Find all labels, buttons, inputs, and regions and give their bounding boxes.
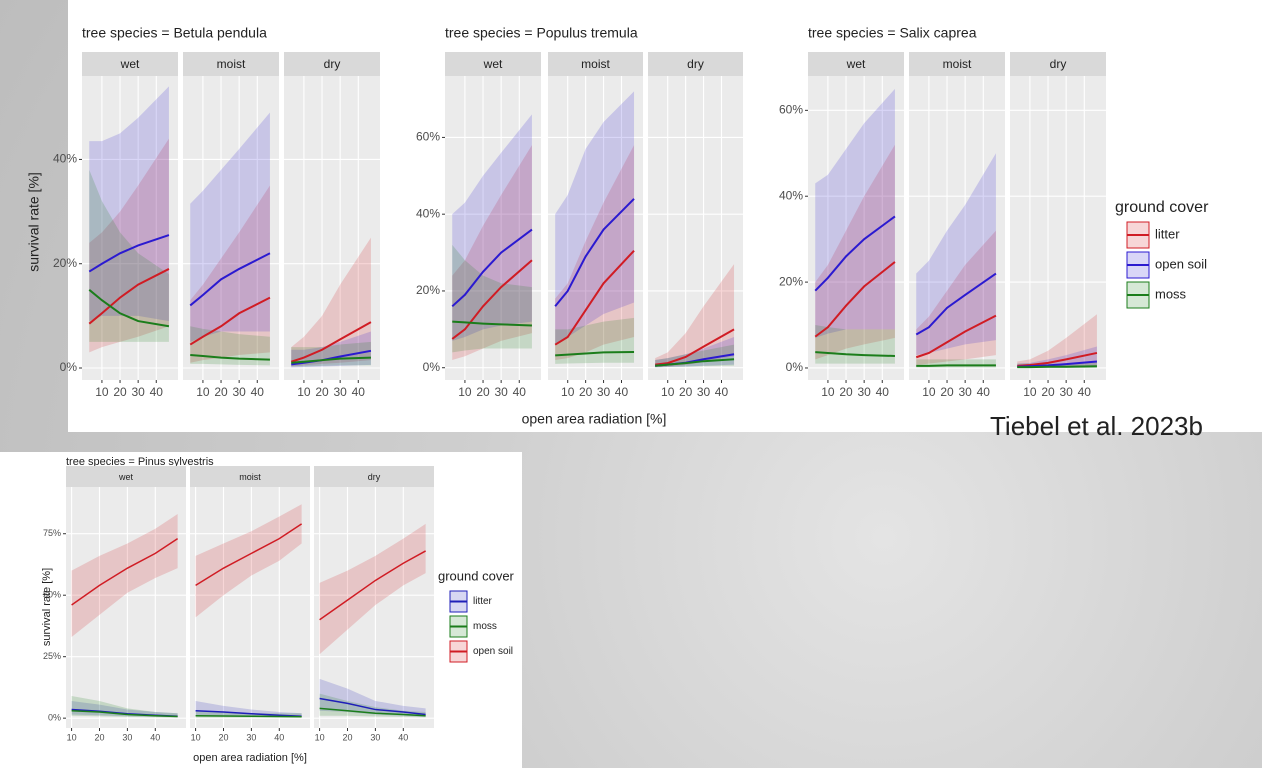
x-tick-label: 30	[333, 385, 347, 399]
y-tick-label: 20%	[779, 274, 803, 288]
facet-label: dry	[687, 57, 704, 71]
legend-label: litter	[1155, 226, 1180, 241]
x-tick-label: 30	[246, 732, 256, 742]
facet-label: dry	[1050, 57, 1067, 71]
x-tick-label: 30	[597, 385, 611, 399]
legend-label: open soil	[1155, 256, 1207, 271]
legend-title: ground cover	[438, 568, 515, 583]
x-tick-label: 30	[857, 385, 871, 399]
x-tick-label: 30	[494, 385, 508, 399]
x-tick-label: 40	[398, 732, 408, 742]
y-tick-label: 75%	[43, 528, 61, 538]
y-tick-label: 40%	[779, 188, 803, 202]
x-tick-label: 10	[661, 385, 675, 399]
facet-label: dry	[368, 472, 381, 482]
x-tick-label: 10	[95, 385, 109, 399]
chart-title: tree species = Salix caprea	[808, 25, 977, 41]
y-axis-label: survival rate [%]	[41, 568, 53, 646]
x-tick-label: 40	[274, 732, 284, 742]
x-tick-label: 30	[370, 732, 380, 742]
y-tick-label: 0%	[786, 360, 804, 374]
x-tick-label: 30	[697, 385, 711, 399]
x-tick-label: 40	[715, 385, 729, 399]
y-tick-label: 0%	[60, 360, 78, 374]
y-tick-label: 40%	[416, 206, 440, 220]
y-tick-label: 60%	[779, 103, 803, 117]
chart-title: tree species = Populus tremula	[445, 25, 638, 41]
x-tick-label: 20	[679, 385, 693, 399]
facet-label: moist	[943, 57, 972, 71]
page: {"annotation": "Tiebel et al. 2023b", "c…	[0, 0, 1262, 768]
x-tick-label: 20	[940, 385, 954, 399]
x-tick-label: 10	[67, 732, 77, 742]
x-tick-label: 10	[821, 385, 835, 399]
x-tick-label: 30	[958, 385, 972, 399]
x-tick-label: 40	[977, 385, 991, 399]
citation: Tiebel et al. 2023b	[990, 411, 1203, 441]
x-tick-label: 10	[561, 385, 575, 399]
x-tick-label: 30	[122, 732, 132, 742]
x-tick-label: 10	[196, 385, 210, 399]
x-tick-label: 20	[476, 385, 490, 399]
chart-title: tree species = Betula pendula	[82, 25, 267, 41]
x-tick-label: 10	[315, 732, 325, 742]
x-tick-label: 20	[315, 385, 329, 399]
y-tick-label: 40%	[53, 152, 77, 166]
x-tick-label: 40	[513, 385, 527, 399]
x-tick-label: 30	[232, 385, 246, 399]
x-tick-label: 30	[131, 385, 145, 399]
y-tick-label: 25%	[43, 651, 61, 661]
x-tick-label: 10	[297, 385, 311, 399]
x-axis-label: open area radiation [%]	[193, 752, 307, 764]
x-tick-label: 20	[214, 385, 228, 399]
facet-label: moist	[239, 472, 261, 482]
confidence-band	[815, 325, 895, 364]
facet-label: moist	[581, 57, 610, 71]
x-tick-label: 30	[1059, 385, 1073, 399]
x-tick-label: 10	[1023, 385, 1037, 399]
series-line	[1017, 366, 1097, 367]
x-tick-label: 20	[218, 732, 228, 742]
figure: Tiebel et al. 2023b tree species = Betul…	[0, 0, 1262, 768]
x-tick-label: 20	[839, 385, 853, 399]
series-line	[196, 716, 302, 717]
x-tick-label: 10	[191, 732, 201, 742]
x-tick-label: 20	[579, 385, 593, 399]
legend-label: litter	[473, 596, 493, 607]
facet-label: dry	[324, 57, 341, 71]
facet-label: wet	[118, 472, 134, 482]
legend-label: moss	[473, 621, 497, 632]
x-tick-label: 40	[150, 732, 160, 742]
x-tick-label: 40	[876, 385, 890, 399]
facet-label: wet	[120, 57, 140, 71]
x-tick-label: 20	[94, 732, 104, 742]
y-tick-label: 0%	[423, 360, 441, 374]
x-tick-label: 20	[113, 385, 127, 399]
legend-title: ground cover	[1115, 199, 1209, 216]
x-tick-label: 40	[615, 385, 629, 399]
x-tick-label: 40	[1078, 385, 1092, 399]
legend-label: moss	[1155, 286, 1187, 301]
x-tick-label: 40	[251, 385, 265, 399]
x-tick-label: 40	[352, 385, 366, 399]
legend-label: open soil	[473, 646, 513, 657]
y-tick-label: 60%	[416, 130, 440, 144]
y-axis-label: survival rate [%]	[26, 172, 42, 272]
y-tick-label: 20%	[53, 256, 77, 270]
facet-label: wet	[483, 57, 503, 71]
x-tick-label: 20	[342, 732, 352, 742]
x-tick-label: 10	[922, 385, 936, 399]
x-tick-label: 40	[150, 385, 164, 399]
y-tick-label: 20%	[416, 283, 440, 297]
y-tick-label: 0%	[48, 713, 61, 723]
facet-label: wet	[846, 57, 866, 71]
x-tick-label: 20	[1041, 385, 1055, 399]
x-tick-label: 10	[458, 385, 472, 399]
x-axis-label: open area radiation [%]	[522, 411, 667, 427]
facet-label: moist	[217, 57, 246, 71]
